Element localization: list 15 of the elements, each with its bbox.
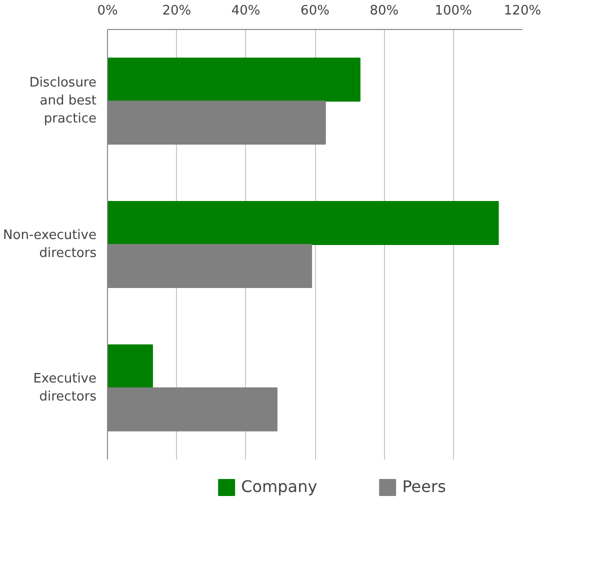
y-tick-label: Executive directors — [33, 371, 97, 404]
legend-label: Company — [241, 477, 318, 496]
x-tick-label: 80% — [370, 4, 399, 18]
x-tick-label: 60% — [300, 4, 330, 18]
x-tick-label: 0% — [97, 4, 118, 18]
x-tick-label: 120% — [504, 4, 542, 18]
bar — [108, 58, 360, 102]
bar — [108, 201, 499, 245]
x-tick-label: 40% — [231, 4, 260, 18]
y-tick-label: Non-executive directors — [3, 228, 97, 261]
bar — [108, 344, 153, 388]
x-tick-label: 20% — [162, 4, 192, 18]
y-tick-label: Disclosure and best practice — [29, 76, 97, 127]
legend-label: Peers — [402, 477, 446, 496]
x-tick-label: 100% — [434, 4, 472, 18]
